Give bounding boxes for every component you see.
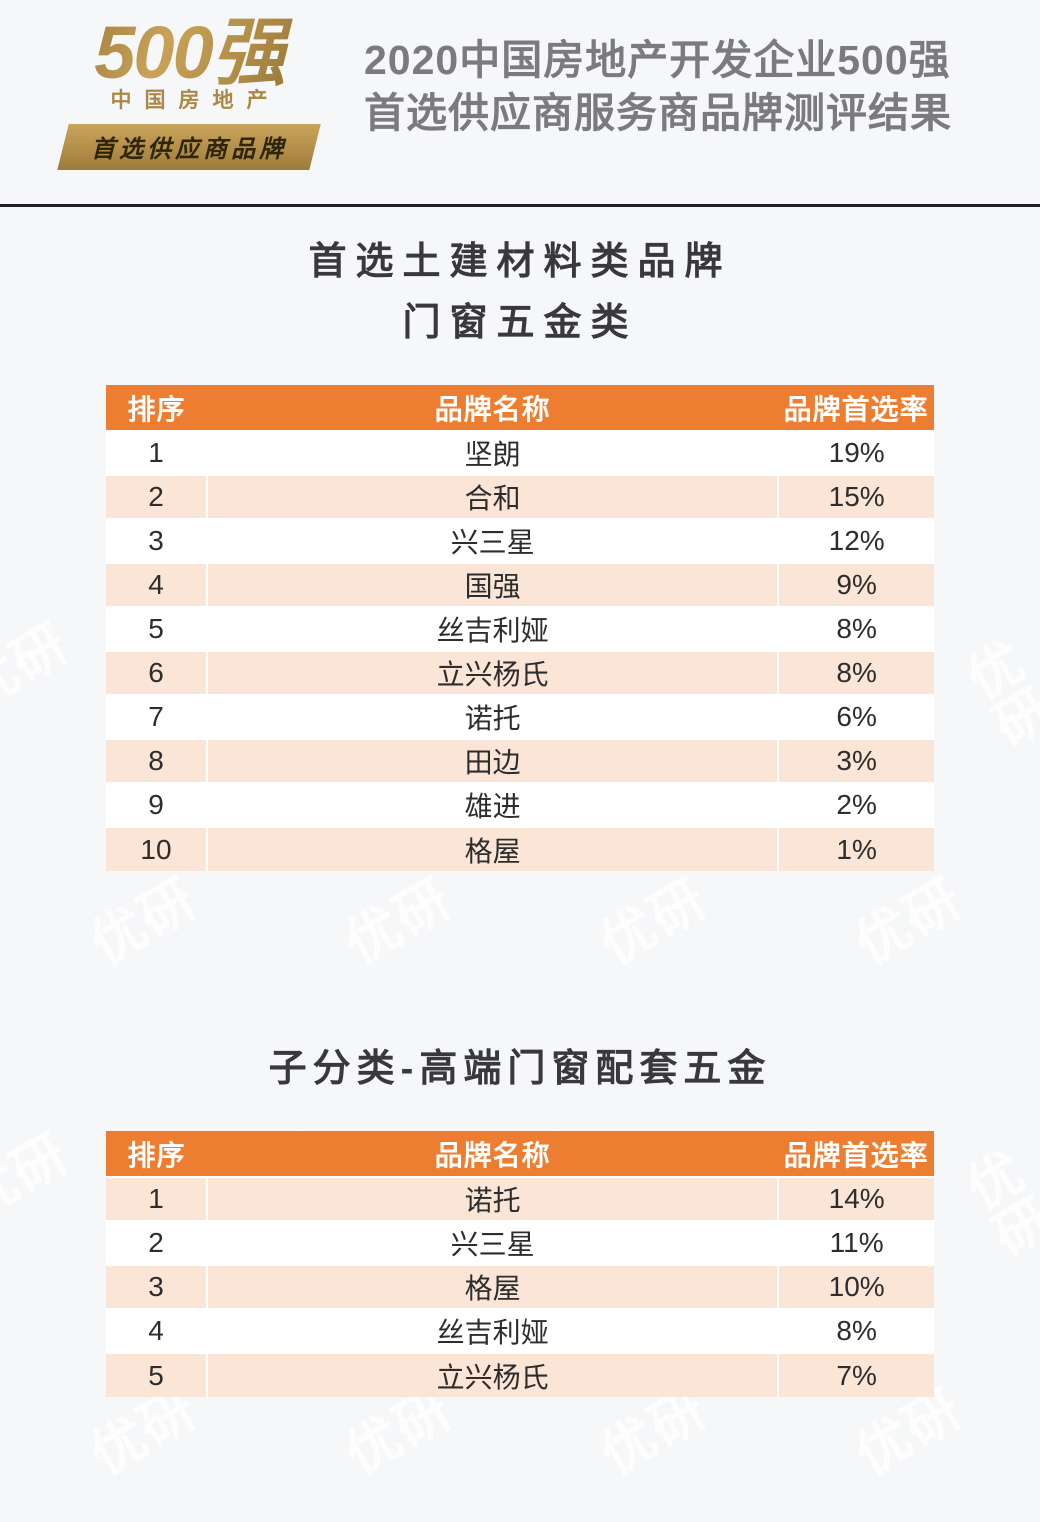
rate-cell: 10% xyxy=(777,1264,934,1309)
report-title-line1: 2020中国房地产开发企业500强 xyxy=(364,37,951,83)
rank-cell: 10 xyxy=(106,826,208,871)
brand-cell: 兴三星 xyxy=(206,1220,779,1265)
section1-title-line1: 首选土建材料类品牌 xyxy=(308,241,732,283)
brand-cell: 诺托 xyxy=(206,694,779,739)
rate-cell: 6% xyxy=(777,694,934,739)
column-header-brand: 品牌名称 xyxy=(207,385,779,431)
brand-cell: 诺托 xyxy=(206,1176,779,1221)
report-page: 500强 中国房地产 首选供应商品牌 2020中国房地产开发企业500强 首选供… xyxy=(0,0,1040,1397)
rate-cell: 8% xyxy=(777,650,934,695)
rank-cell: 4 xyxy=(106,1308,208,1353)
rate-cell: 3% xyxy=(777,738,934,783)
table-row: 2 合和 15% xyxy=(106,474,934,519)
brand-cell: 合和 xyxy=(206,474,779,519)
rate-cell: 2% xyxy=(777,782,934,827)
rate-cell: 7% xyxy=(777,1352,934,1397)
rank-cell: 2 xyxy=(106,1220,208,1265)
rate-cell: 8% xyxy=(777,606,934,651)
brand-logo: 500强 中国房地产 首选供应商品牌 xyxy=(57,15,321,171)
section1-title: 首选土建材料类品牌 门窗五金类 xyxy=(0,232,1040,354)
brand-ranking-table-main: 排序 品牌名称 品牌首选率 1 坚朗 19% 2 合和 15% 3 兴三星 12% 4 国强 9% 5 丝… xyxy=(106,385,934,871)
brand-cell: 田边 xyxy=(206,738,779,783)
rank-cell: 9 xyxy=(106,782,208,827)
table-header-row: 排序 品牌名称 品牌首选率 xyxy=(106,1131,934,1177)
brand-cell: 国强 xyxy=(206,562,779,607)
rank-cell: 8 xyxy=(106,738,208,783)
table-row: 2 兴三星 11% xyxy=(106,1220,934,1265)
rank-cell: 1 xyxy=(106,430,208,475)
table-row: 1 诺托 14% xyxy=(106,1176,934,1221)
table-header-row: 排序 品牌名称 品牌首选率 xyxy=(106,385,934,431)
section2-title-text: 子分类-高端门窗配套五金 xyxy=(268,1048,772,1090)
table-row: 4 国强 9% xyxy=(106,562,934,607)
section2-title: 子分类-高端门窗配套五金 xyxy=(0,1039,1040,1100)
brand-cell: 格屋 xyxy=(206,1264,779,1309)
column-header-rank: 排序 xyxy=(106,1131,208,1177)
table-row: 3 格屋 10% xyxy=(106,1264,934,1309)
table-row: 10 格屋 1% xyxy=(106,826,934,871)
table-row: 6 立兴杨氏 8% xyxy=(106,650,934,695)
rate-cell: 12% xyxy=(777,518,934,563)
column-header-brand: 品牌名称 xyxy=(207,1131,779,1177)
table-row: 4 丝吉利娅 8% xyxy=(106,1308,934,1353)
column-header-rank: 排序 xyxy=(106,385,208,431)
rank-cell: 6 xyxy=(106,650,208,695)
table-row: 3 兴三星 12% xyxy=(106,518,934,563)
rank-cell: 7 xyxy=(106,694,208,739)
rank-cell: 2 xyxy=(106,474,208,519)
rank-cell: 5 xyxy=(106,1352,208,1397)
table-row: 5 丝吉利娅 8% xyxy=(106,606,934,651)
brand-cell: 立兴杨氏 xyxy=(206,650,779,695)
rate-cell: 9% xyxy=(777,562,934,607)
rank-cell: 3 xyxy=(106,518,208,563)
rank-cell: 1 xyxy=(106,1176,208,1221)
table-row: 9 雄进 2% xyxy=(106,782,934,827)
logo-500-text: 500强 xyxy=(58,15,320,89)
rank-cell: 3 xyxy=(106,1264,208,1309)
rate-cell: 14% xyxy=(777,1176,934,1221)
table-row: 7 诺托 6% xyxy=(106,694,934,739)
brand-cell: 丝吉利娅 xyxy=(206,606,779,651)
rate-cell: 1% xyxy=(777,826,934,871)
table-row: 8 田边 3% xyxy=(106,738,934,783)
rate-cell: 8% xyxy=(777,1308,934,1353)
table-row: 1 坚朗 19% xyxy=(106,430,934,475)
column-header-rate: 品牌首选率 xyxy=(778,385,934,431)
brand-ranking-table-sub: 排序 品牌名称 品牌首选率 1 诺托 14% 2 兴三星 11% 3 格屋 10% 4 丝吉利娅 8%… xyxy=(106,1131,934,1397)
report-title: 2020中国房地产开发企业500强 首选供应商服务商品牌测评结果 xyxy=(364,34,952,140)
brand-cell: 丝吉利娅 xyxy=(206,1308,779,1353)
rank-cell: 4 xyxy=(106,562,208,607)
brand-cell: 立兴杨氏 xyxy=(206,1352,779,1397)
logo-subtitle: 中国房地产 xyxy=(110,89,281,113)
column-header-rate: 品牌首选率 xyxy=(778,1131,934,1177)
table-row: 5 立兴杨氏 7% xyxy=(106,1352,934,1397)
rate-cell: 11% xyxy=(777,1220,934,1265)
report-title-line2: 首选供应商服务商品牌测评结果 xyxy=(364,90,952,136)
logo-banner-text: 首选供应商品牌 xyxy=(91,136,288,164)
rate-cell: 19% xyxy=(777,430,934,475)
logo-banner: 首选供应商品牌 xyxy=(57,124,321,171)
brand-cell: 格屋 xyxy=(206,826,779,871)
rate-cell: 15% xyxy=(777,474,934,519)
brand-cell: 兴三星 xyxy=(206,518,779,563)
section1-title-line2: 门窗五金类 xyxy=(402,302,638,344)
brand-cell: 坚朗 xyxy=(206,430,779,475)
report-header: 500强 中国房地产 首选供应商品牌 2020中国房地产开发企业500强 首选供… xyxy=(0,0,1040,207)
rank-cell: 5 xyxy=(106,606,208,651)
brand-cell: 雄进 xyxy=(206,782,779,827)
